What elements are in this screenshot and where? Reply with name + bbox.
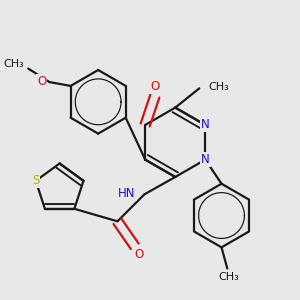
Text: HN: HN [118, 187, 136, 200]
Text: N: N [201, 118, 210, 131]
Text: O: O [150, 80, 160, 93]
Text: CH₃: CH₃ [208, 82, 229, 92]
Text: CH₃: CH₃ [218, 272, 238, 282]
Text: O: O [134, 248, 143, 261]
Text: S: S [32, 174, 40, 187]
Text: N: N [201, 153, 210, 166]
Text: CH₃: CH₃ [4, 59, 24, 69]
Text: O: O [37, 75, 46, 88]
